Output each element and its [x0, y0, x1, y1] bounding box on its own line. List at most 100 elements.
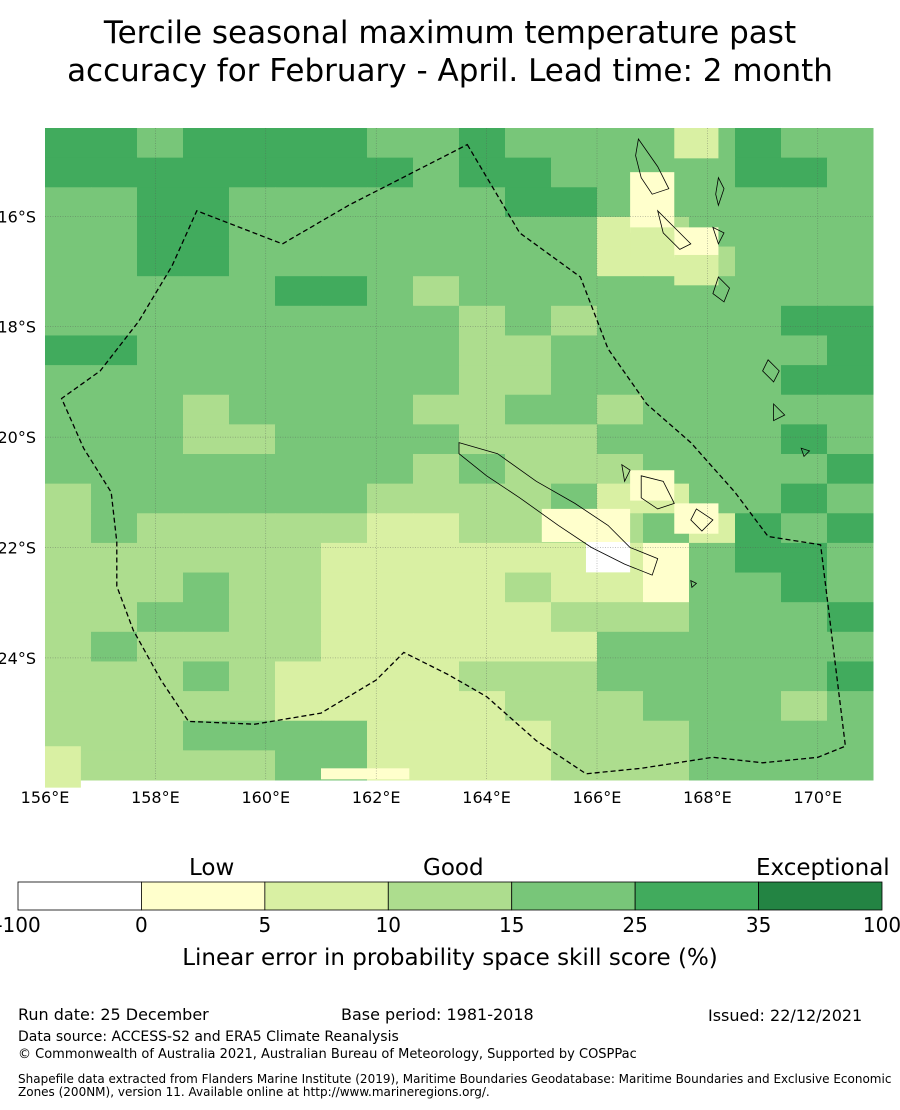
skill-cell [229, 246, 276, 277]
skill-cell [321, 276, 368, 307]
skill-cell [735, 335, 782, 366]
skill-cell [91, 542, 138, 574]
skill-cell [597, 631, 644, 662]
skill-cell [321, 720, 368, 751]
skill-cell [413, 424, 460, 455]
skill-cell [229, 276, 276, 307]
skill-cell [689, 365, 736, 396]
legend-word-exceptional: Exceptional [756, 855, 890, 881]
skill-cell [597, 276, 644, 307]
skill-cell [367, 305, 414, 336]
skill-cell [183, 276, 230, 307]
skill-cell [735, 661, 782, 692]
legend-word-low: Low [189, 855, 235, 881]
skill-cell [183, 513, 230, 544]
skill-cell [321, 305, 368, 336]
skill-cell [137, 276, 184, 307]
skill-cell [413, 691, 460, 722]
skill-cell [505, 542, 552, 574]
skill-cell [551, 335, 598, 366]
skill-cell [413, 187, 460, 218]
skill-cell [643, 394, 690, 425]
skill-cell [137, 424, 184, 455]
skill-cell [781, 157, 828, 188]
skill-cell [229, 572, 276, 603]
skill-cell [45, 157, 92, 188]
skill-cell [275, 276, 322, 307]
skill-cell [321, 128, 368, 159]
skill-cell [321, 187, 368, 218]
skill-cell [459, 216, 506, 248]
skill-cell [551, 483, 598, 514]
skill-cell [229, 305, 276, 336]
title-line-2: accuracy for February - April. Lead time… [67, 53, 833, 89]
skill-cell [505, 305, 552, 336]
skill-cell [91, 305, 138, 336]
skill-cell [459, 365, 506, 396]
lon-tick-label: 160°E [241, 788, 290, 807]
skill-cell [505, 276, 552, 307]
skill-cell [413, 216, 460, 248]
skill-cell [183, 246, 230, 277]
skill-cell [321, 483, 368, 514]
skill-cell [551, 157, 598, 188]
skill-cell [367, 602, 414, 633]
eez-boundary [60, 143, 847, 775]
skill-cell [630, 227, 675, 258]
skill-cell [597, 424, 644, 455]
skill-cell [597, 720, 644, 751]
skill-cell [505, 572, 552, 603]
skill-cell [781, 128, 828, 159]
skill-cell [689, 157, 736, 188]
skill-cell [367, 246, 414, 277]
skill-cell [367, 335, 414, 366]
skill-cell [459, 128, 506, 159]
skill-cell [275, 750, 322, 781]
colorbar-box [141, 881, 266, 911]
skill-cell [45, 276, 92, 307]
skill-cell [827, 602, 874, 633]
skill-cell [689, 454, 736, 485]
skill-cell [781, 483, 828, 514]
shapefile-credit: Shapefile data extracted from Flanders M… [18, 1072, 892, 1099]
skill-cell [321, 335, 368, 366]
skill-cell [91, 602, 138, 633]
skill-cell [505, 394, 552, 425]
skill-cell [735, 542, 782, 574]
skill-cell [367, 157, 414, 188]
skill-cell [45, 542, 92, 574]
skill-cell [735, 187, 782, 218]
lon-tick-label: 170°E [793, 788, 842, 807]
skill-cell [275, 246, 322, 277]
lon-tick-label: 164°E [462, 788, 511, 807]
skill-cell [827, 691, 874, 722]
lat-tick-label: 16°S [0, 207, 36, 226]
skill-cell [183, 128, 230, 159]
skill-cell [689, 335, 736, 366]
skill-cell [91, 276, 138, 307]
skill-cell [91, 365, 138, 396]
skill-cell [689, 750, 736, 781]
skill-cell [459, 513, 506, 544]
skill-cell [229, 691, 276, 722]
colorbar-box [511, 881, 636, 911]
skill-cell [827, 157, 874, 188]
skill-cell [45, 602, 92, 633]
skill-cell [689, 631, 736, 662]
skill-cell [505, 454, 552, 485]
skill-cell [674, 503, 719, 534]
skill-cell [459, 394, 506, 425]
base-period: Base period: 1981-2018 [341, 1005, 534, 1024]
skill-cell [643, 661, 690, 692]
skill-cell [137, 305, 184, 336]
skill-cell [91, 246, 138, 277]
skill-cell [367, 365, 414, 396]
skill-cell [781, 276, 828, 307]
skill-cell [827, 572, 874, 603]
skill-cell [137, 246, 184, 277]
skill-cell [781, 720, 828, 751]
skill-cell [735, 602, 782, 633]
island-outline [635, 137, 670, 195]
skill-cell [137, 661, 184, 692]
skill-grid [45, 128, 874, 788]
